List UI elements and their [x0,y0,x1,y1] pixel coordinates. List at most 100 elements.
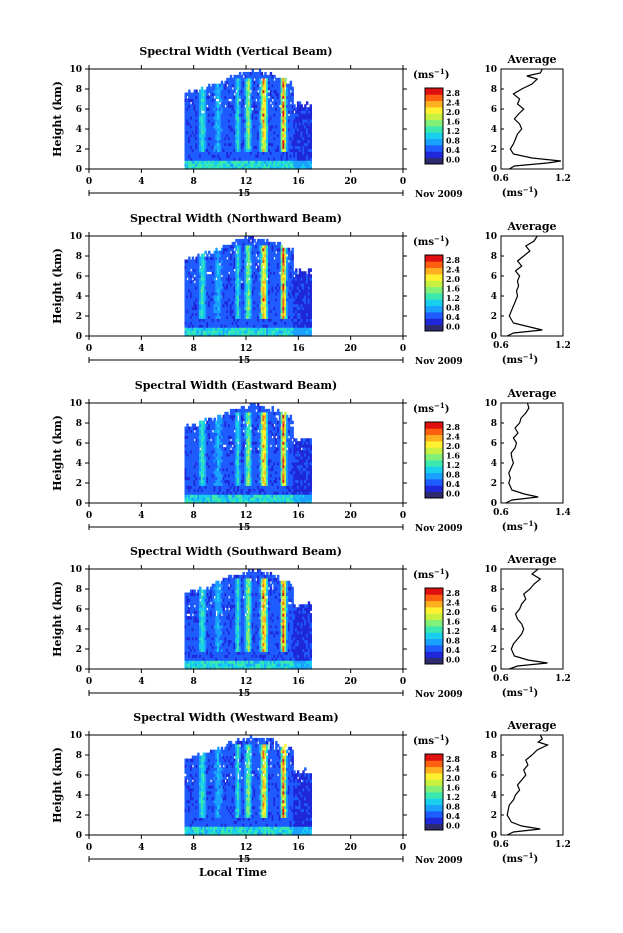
y-axis-label: Height (km) [51,747,64,823]
colorbar-tick-label: 2.0 [446,607,460,617]
colorbar-tick-label: 2.8 [446,588,460,598]
month-label: Nov 2009 [415,357,463,367]
colorbar-tick-label: 0.4 [446,145,460,155]
average-title: Average [506,387,556,400]
colorbar-segment [425,274,443,281]
average-y-tick-label: 8 [491,419,497,429]
colorbar-segment [425,817,443,824]
x-tick-label: 0 [86,177,92,187]
x-tick-label: 16 [292,344,305,354]
average-y-tick-label: 2 [491,145,497,155]
colorbar-segment [425,441,443,448]
y-tick-label: 8 [76,751,82,761]
colorbar-segment [425,435,443,442]
colorbar-tick-label: 1.6 [446,116,460,126]
average-x-label: (ms−1) [502,519,538,533]
colorbar-segment [425,645,443,652]
x-tick-label: 20 [344,843,357,853]
average-y-tick-label: 2 [491,312,497,322]
average-y-tick-label: 8 [491,751,497,761]
x-tick-label: 4 [138,511,144,521]
colorbar-segment [425,824,443,831]
y-tick-label: 10 [69,565,82,575]
average-frame [501,236,563,336]
x-tick-label: 12 [240,344,253,354]
colorbar-tick-label: 0.0 [446,654,460,664]
x-tick-label: 20 [344,511,357,521]
x-tick-label: 16 [292,843,305,853]
colorbar-tick-label: 1.2 [446,460,460,470]
colorbar-segment [425,798,443,805]
colorbar-segment [425,447,443,454]
heatmap-cells [185,236,313,337]
average-x-tick-label: 1.2 [555,674,571,684]
x-tick-label: 8 [191,843,197,853]
colorbar-segment [425,158,443,165]
average-x-label: (ms−1) [502,851,538,865]
colorbar-tick-label: 0.4 [446,811,460,821]
x-tick-label: 8 [191,344,197,354]
x-tick-label: 12 [240,677,253,687]
y-tick-label: 2 [76,645,82,655]
x-tick-label: 16 [292,177,305,187]
colorbar-tick-label: 2.4 [446,763,460,773]
average-y-tick-label: 4 [491,292,497,302]
colorbar-unit: (ms−1) [413,234,449,248]
day-label: 15 [238,523,251,533]
colorbar-tick-label: 2.4 [446,264,460,274]
panel-title: Spectral Width (Northward Beam) [130,212,342,225]
colorbar-segment [425,639,443,646]
x-tick-label: 0 [400,177,406,187]
average-y-tick-label: 6 [491,605,497,615]
colorbar-tick-label: 2.4 [446,97,460,107]
panel-1: Spectral Width (Vertical Beam)0246810Hei… [51,45,571,200]
y-tick-label: 6 [76,105,82,115]
month-label: Nov 2009 [415,690,463,700]
x-tick-label: 0 [86,511,92,521]
colorbar-segment [425,299,443,306]
y-axis-label: Height (km) [51,581,64,657]
colorbar-tick-label: 1.2 [446,293,460,303]
y-tick-label: 8 [76,252,82,262]
average-x-label: (ms−1) [502,185,538,199]
average-y-tick-label: 8 [491,585,497,595]
colorbar-segment [425,492,443,499]
average-x-tick-label: 0.6 [493,174,509,184]
y-tick-label: 0 [76,499,82,509]
y-tick-label: 8 [76,85,82,95]
average-x-tick-label: 1.2 [555,840,571,850]
y-tick-label: 4 [76,791,82,801]
y-tick-label: 0 [76,665,82,675]
average-y-tick-label: 8 [491,85,497,95]
average-x-tick-label: 0.6 [493,341,509,351]
average-x-tick-label: 1.2 [555,341,571,351]
colorbar-tick-label: 1.2 [446,626,460,636]
average-y-tick-label: 4 [491,125,497,135]
colorbar-segment [425,261,443,268]
average-y-tick-label: 10 [484,65,497,75]
colorbar-segment [425,594,443,601]
colorbar-segment [425,287,443,294]
y-tick-label: 0 [76,831,82,841]
colorbar-segment [425,773,443,780]
average-x-tick-label: 0.6 [493,674,509,684]
colorbar-segment [425,280,443,287]
colorbar-segment [425,588,443,595]
average-title: Average [506,719,556,732]
colorbar-tick-label: 1.6 [446,782,460,792]
colorbar-segment [425,101,443,108]
x-tick-label: 0 [86,843,92,853]
average-profile-line [506,403,539,503]
panel-title: Spectral Width (Eastward Beam) [135,379,337,392]
y-tick-label: 8 [76,419,82,429]
colorbar-segment [425,760,443,767]
colorbar-tick-label: 2.4 [446,431,460,441]
colorbar-tick-label: 0.8 [446,135,460,145]
average-x-tick-label: 1.4 [555,508,571,518]
colorbar-tick-label: 0.0 [446,321,460,331]
